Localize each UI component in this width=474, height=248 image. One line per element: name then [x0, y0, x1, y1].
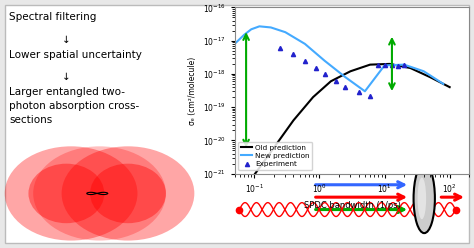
- New prediction: [421, 70, 427, 73]
- Experiment: [302, 59, 308, 62]
- New prediction: [322, 59, 328, 62]
- Old prediction: [245, 182, 251, 185]
- Text: ↓: ↓: [62, 35, 70, 45]
- Experiment: [375, 63, 381, 66]
- Old prediction: [447, 86, 453, 89]
- Experiment: [314, 66, 319, 69]
- Old prediction: [387, 62, 392, 65]
- Experiment: [401, 64, 407, 67]
- Old prediction: [427, 76, 433, 79]
- Text: Lower spatial uncertainty: Lower spatial uncertainty: [9, 50, 142, 60]
- Line: Experiment: Experiment: [278, 46, 406, 98]
- New prediction: [241, 33, 247, 36]
- Ellipse shape: [418, 178, 426, 219]
- Text: Larger entangled two-
photon absorption cross-
sections: Larger entangled two- photon absorption …: [9, 87, 140, 125]
- Line: New prediction: New prediction: [235, 26, 443, 91]
- Old prediction: [347, 70, 353, 73]
- Experiment: [277, 47, 283, 50]
- Ellipse shape: [28, 164, 104, 223]
- New prediction: [362, 90, 368, 93]
- Old prediction: [408, 66, 413, 69]
- Text: Spectral filtering: Spectral filtering: [9, 12, 97, 22]
- New prediction: [256, 25, 262, 28]
- Old prediction: [367, 63, 373, 66]
- New prediction: [342, 76, 348, 79]
- Experiment: [382, 63, 387, 66]
- Legend: Old prediction, New prediction, Experiment: Old prediction, New prediction, Experime…: [238, 142, 312, 170]
- New prediction: [248, 28, 254, 31]
- New prediction: [232, 42, 237, 45]
- New prediction: [382, 64, 387, 67]
- Experiment: [356, 91, 362, 94]
- New prediction: [283, 31, 288, 34]
- Old prediction: [271, 146, 277, 149]
- Text: ↓: ↓: [62, 72, 70, 82]
- FancyBboxPatch shape: [5, 5, 469, 243]
- Y-axis label: σₑ (cm²/molecule): σₑ (cm²/molecule): [188, 56, 197, 125]
- Experiment: [389, 64, 395, 67]
- Experiment: [322, 72, 328, 75]
- Ellipse shape: [62, 146, 194, 241]
- New prediction: [268, 26, 273, 29]
- Experiment: [342, 86, 348, 89]
- New prediction: [440, 82, 446, 85]
- Experiment: [333, 80, 339, 83]
- New prediction: [401, 63, 407, 66]
- Ellipse shape: [33, 146, 166, 241]
- Experiment: [291, 52, 296, 55]
- Old prediction: [291, 119, 296, 122]
- Old prediction: [232, 195, 237, 198]
- Ellipse shape: [90, 164, 166, 223]
- Ellipse shape: [5, 146, 137, 241]
- Old prediction: [328, 80, 334, 83]
- Ellipse shape: [413, 164, 435, 233]
- Old prediction: [310, 96, 316, 99]
- X-axis label: SPDC bandwidth (1/ps): SPDC bandwidth (1/ps): [303, 201, 401, 210]
- Old prediction: [256, 166, 262, 169]
- Experiment: [395, 65, 401, 68]
- Experiment: [367, 94, 373, 97]
- New prediction: [302, 42, 308, 45]
- Line: Old prediction: Old prediction: [235, 64, 450, 197]
